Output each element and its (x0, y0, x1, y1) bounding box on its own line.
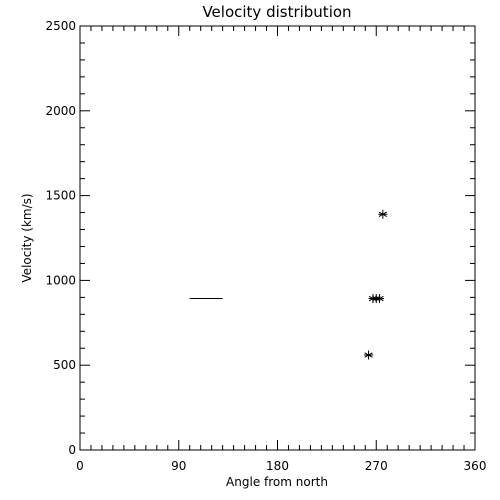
y-axis-title: Velocity (km/s) (20, 193, 34, 282)
y-tick-label: 0 (68, 443, 76, 457)
chart-title: Velocity distribution (202, 3, 351, 21)
tick-labels: 0 90 180 270 360 0 500 1000 1500 2000 2500 (45, 19, 486, 473)
data-point (364, 350, 374, 360)
x-tick-label: 180 (266, 459, 289, 473)
x-tick-label: 270 (365, 459, 388, 473)
y-tick-label: 2500 (45, 19, 76, 33)
x-tick-label: 90 (171, 459, 186, 473)
y-tick-label: 1500 (45, 189, 76, 203)
data-point (378, 209, 388, 219)
data-marks (189, 209, 388, 360)
x-axis-title: Angle from north (226, 475, 328, 489)
x-tick-label: 360 (464, 459, 487, 473)
plot-frame (79, 25, 476, 451)
y-tick-label: 2000 (45, 104, 76, 118)
data-point (375, 294, 385, 304)
x-tick-label: 0 (76, 459, 84, 473)
axis-ticks (79, 25, 476, 451)
y-tick-label: 500 (53, 358, 76, 372)
y-tick-label: 1000 (45, 273, 76, 287)
